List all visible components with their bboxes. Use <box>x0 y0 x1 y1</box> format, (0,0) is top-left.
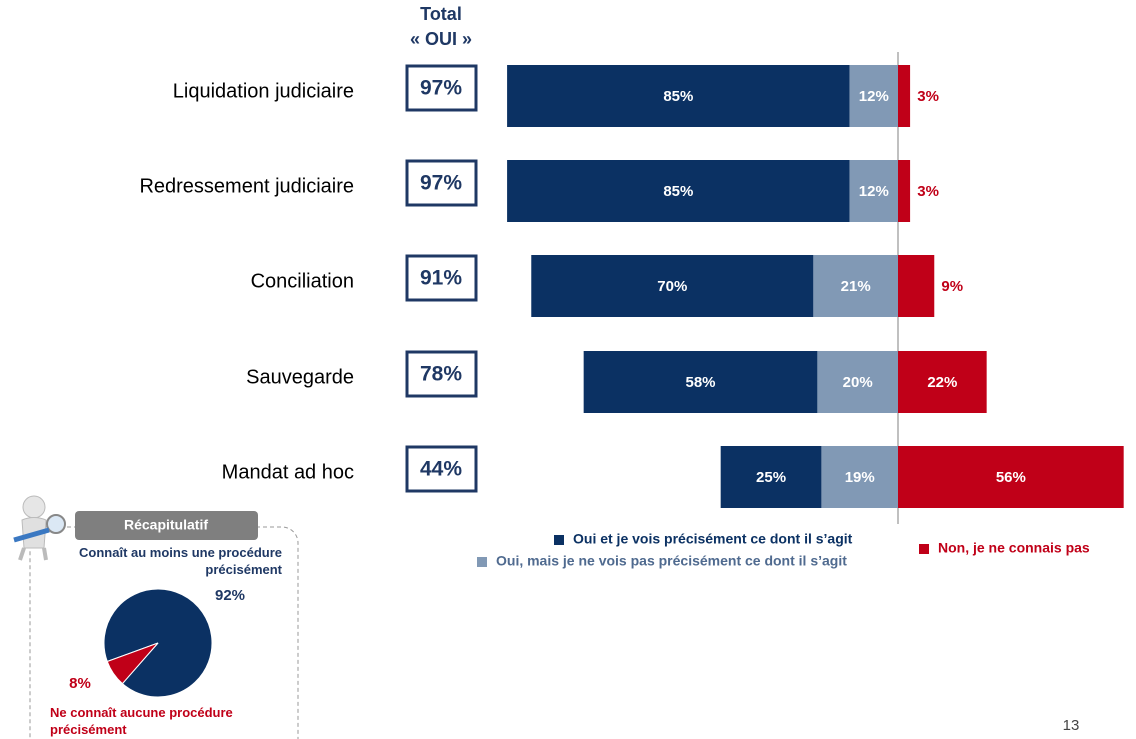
bar-segment <box>821 446 898 508</box>
pie-category-label: Connaît au moins une procédure préciséme… <box>79 545 282 577</box>
legend-swatch <box>554 535 564 545</box>
segment-label: 70% <box>657 278 687 295</box>
legend-swatch <box>919 544 929 554</box>
legend-label: Oui et je vois précisément ce dont il s’… <box>573 531 853 547</box>
bar-segment <box>813 255 898 317</box>
bar-segment <box>898 255 935 317</box>
category-label: Mandat ad hoc <box>222 461 354 483</box>
total-label: 91% <box>420 267 462 290</box>
totals-header: « OUI » <box>410 29 472 49</box>
total-box <box>405 445 478 493</box>
total-box <box>405 64 478 112</box>
inset-frame <box>29 526 299 739</box>
category-label: Redressement judiciaire <box>139 175 354 197</box>
total-box <box>405 254 478 302</box>
person-icon <box>13 495 66 561</box>
bar-segment <box>898 65 911 127</box>
segment-label: 56% <box>996 469 1026 486</box>
segment-label: 20% <box>843 374 873 391</box>
bar-segment <box>898 160 911 222</box>
total-label: 97% <box>420 77 462 100</box>
total-box <box>405 350 478 398</box>
total-label: 97% <box>420 172 462 195</box>
segment-label: 25% <box>756 469 786 486</box>
inset-title: Récapitulatif <box>124 517 208 533</box>
bar-segment <box>898 351 987 413</box>
legend-label: Non, je ne connais pas <box>938 540 1090 556</box>
bar-segment <box>531 255 814 317</box>
pie-value-label: 92% <box>215 587 245 604</box>
category-label: Sauvegarde <box>246 366 354 388</box>
segment-label: 85% <box>663 88 693 105</box>
page-number: 13 <box>1063 717 1080 734</box>
segment-label: 19% <box>845 469 875 486</box>
segment-label: 9% <box>941 278 963 295</box>
bar-segment <box>507 160 850 222</box>
category-label: Liquidation judiciaire <box>173 80 354 102</box>
segment-label: 21% <box>841 278 871 295</box>
inset-header <box>75 511 258 540</box>
segment-label: 22% <box>927 374 957 391</box>
segment-label: 85% <box>663 183 693 200</box>
totals-header: Total <box>420 4 462 24</box>
bar-segment <box>898 446 1124 508</box>
pie-value-label: 8% <box>69 675 91 692</box>
legend-swatch <box>477 557 487 567</box>
total-label: 78% <box>420 363 462 386</box>
total-label: 44% <box>420 458 462 481</box>
bar-segment <box>507 65 850 127</box>
bar-segment <box>583 351 818 413</box>
pie-category-label: Ne connaît aucune procédure précisément <box>50 705 233 737</box>
pie-slice <box>106 642 159 685</box>
total-box <box>405 159 478 207</box>
category-label: Conciliation <box>251 270 354 292</box>
bar-segment <box>720 446 822 508</box>
segment-label: 3% <box>917 88 939 105</box>
bar-segment <box>817 351 898 413</box>
legend-label: Oui, mais je ne vois pas précisément ce … <box>496 553 847 569</box>
segment-label: 12% <box>859 183 889 200</box>
segment-label: 12% <box>859 88 889 105</box>
segment-label: 3% <box>917 183 939 200</box>
segment-label: 58% <box>686 374 716 391</box>
bar-segment <box>849 160 898 222</box>
bar-segment <box>849 65 898 127</box>
